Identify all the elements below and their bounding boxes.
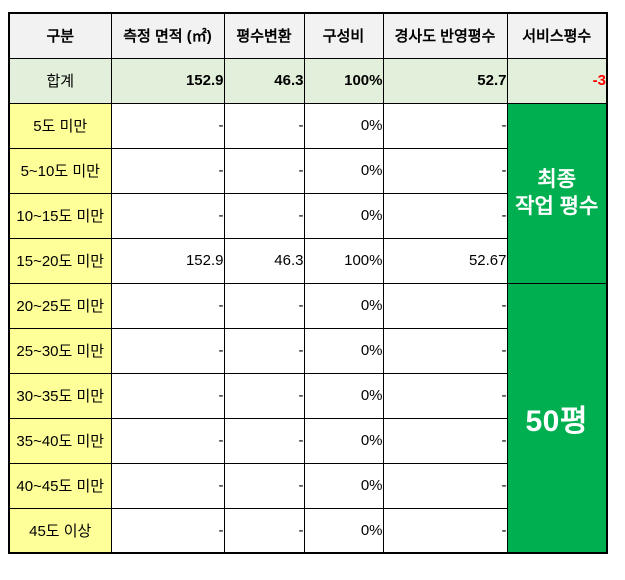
area-cell: - (110, 462, 225, 509)
slope-pyeong-cell: 52.67 (382, 237, 508, 284)
table-row: 20~25도 미만 - - 0% - 50평 (8, 282, 608, 554)
total-label-cell: 합계 (8, 57, 112, 104)
ratio-cell: 0% (303, 282, 384, 329)
pyeong-cell: - (223, 192, 305, 239)
slope-pyeong-cell: - (382, 327, 508, 374)
pyeong-cell: 46.3 (223, 237, 305, 284)
area-cell: - (110, 417, 225, 464)
table-row: 5도 미만 - - 0% - 최종 작업 평수 (8, 102, 608, 284)
col-header-pyeong-conversion: 평수변환 (223, 12, 305, 59)
col-header-service-pyeong: 서비스평수 (506, 12, 608, 59)
col-header-measured-area: 측정 면적 (㎡) (110, 12, 225, 59)
table-row: 30~35도 미만 - - 0% - (8, 372, 607, 419)
area-cell: - (110, 147, 225, 194)
total-area-cell: 152.9 (110, 57, 225, 104)
row-label-cell: 25~30도 미만 (8, 327, 112, 374)
ratio-cell: 0% (303, 327, 384, 374)
ratio-cell: 0% (303, 372, 384, 419)
pyeong-cell: - (223, 147, 305, 194)
slope-pyeong-cell: - (382, 462, 508, 509)
table-row: 40~45도 미만 - - 0% - (8, 462, 607, 509)
ratio-cell: 0% (303, 507, 384, 554)
ratio-cell: 100% (303, 237, 384, 284)
col-header-slope-adjusted-pyeong: 경사도 반영평수 (382, 12, 508, 59)
total-service-pyeong-cell: -3 (506, 57, 608, 104)
col-header-composition-ratio: 구성비 (303, 12, 384, 59)
row-label-cell: 45도 이상 (8, 507, 112, 554)
row-label-cell: 40~45도 미만 (8, 462, 112, 509)
area-cell: - (110, 372, 225, 419)
final-pyeong-value-cell: 50평 (506, 282, 608, 554)
pyeong-cell: - (223, 327, 305, 374)
pyeong-cell: - (223, 102, 305, 149)
table-row: 35~40도 미만 - - 0% - (8, 417, 607, 464)
area-cell: 152.9 (110, 237, 225, 284)
table-row: 5~10도 미만 - - 0% - (8, 147, 607, 194)
row-label-cell: 5~10도 미만 (8, 147, 112, 194)
total-pyeong-cell: 46.3 (223, 57, 305, 104)
slope-pyeong-table: 구분 측정 면적 (㎡) 평수변환 구성비 경사도 반영평수 서비스평수 합계 … (8, 12, 608, 554)
row-label-cell: 35~40도 미만 (8, 417, 112, 464)
final-work-pyeong-label-cell: 최종 작업 평수 (506, 102, 608, 284)
area-cell: - (110, 327, 225, 374)
row-label-cell: 30~35도 미만 (8, 372, 112, 419)
slope-pyeong-cell: - (382, 417, 508, 464)
ratio-cell: 0% (303, 147, 384, 194)
area-cell: - (110, 507, 225, 554)
row-label-cell: 10~15도 미만 (8, 192, 112, 239)
total-ratio-cell: 100% (303, 57, 384, 104)
slope-pyeong-cell: - (382, 192, 508, 239)
ratio-cell: 0% (303, 192, 384, 239)
pyeong-cell: - (223, 282, 305, 329)
pyeong-cell: - (223, 372, 305, 419)
slope-pyeong-cell: - (382, 372, 508, 419)
pyeong-cell: - (223, 417, 305, 464)
table-row: 45도 이상 - - 0% - (8, 507, 607, 554)
area-cell: - (110, 192, 225, 239)
header-row: 구분 측정 면적 (㎡) 평수변환 구성비 경사도 반영평수 서비스평수 (8, 12, 608, 59)
slope-pyeong-cell: - (382, 507, 508, 554)
row-label-cell: 5도 미만 (8, 102, 112, 149)
pyeong-cell: - (223, 462, 305, 509)
total-row: 합계 152.9 46.3 100% 52.7 -3 (8, 57, 608, 104)
final-work-pyeong-label: 최종 작업 평수 (515, 168, 599, 218)
table-row: 15~20도 미만 152.9 46.3 100% 52.67 (8, 237, 607, 284)
slope-pyeong-cell: - (382, 282, 508, 329)
slope-pyeong-cell: - (382, 102, 508, 149)
ratio-cell: 0% (303, 462, 384, 509)
row-label-cell: 20~25도 미만 (8, 282, 112, 329)
area-cell: - (110, 282, 225, 329)
ratio-cell: 0% (303, 102, 384, 149)
final-pyeong-value: 50평 (525, 404, 588, 438)
area-cell: - (110, 102, 225, 149)
pyeong-cell: - (223, 507, 305, 554)
total-slope-pyeong-cell: 52.7 (382, 57, 508, 104)
slope-pyeong-cell: - (382, 147, 508, 194)
ratio-cell: 0% (303, 417, 384, 464)
col-header-category: 구분 (8, 12, 112, 59)
row-label-cell: 15~20도 미만 (8, 237, 112, 284)
